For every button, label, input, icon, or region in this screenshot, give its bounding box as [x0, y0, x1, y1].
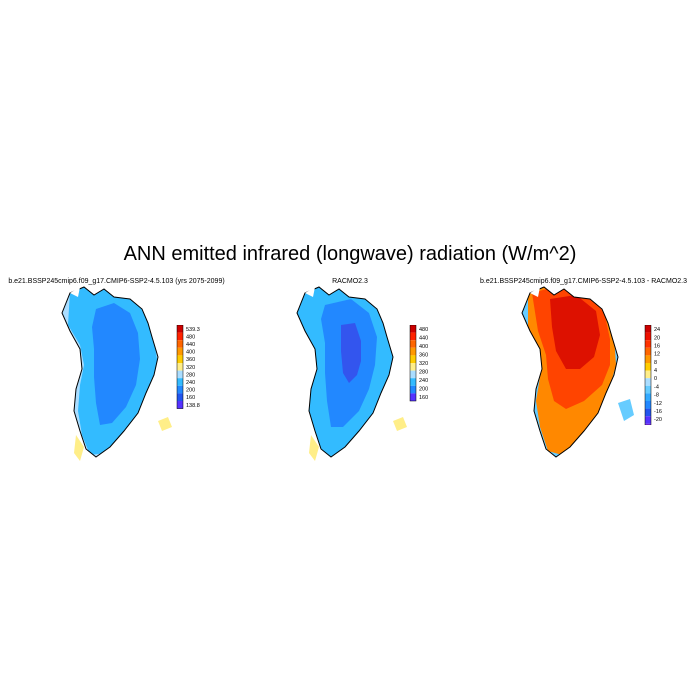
- colorbar-swatch: [177, 332, 183, 341]
- obs-fill-core: [341, 323, 361, 383]
- colorbar-swatch: [645, 393, 651, 401]
- model-coast-patch-sw: [74, 435, 84, 461]
- colorbar-swatch: [410, 393, 416, 401]
- colorbar-swatch: [645, 370, 651, 379]
- colorbar-swatch: [177, 378, 183, 386]
- colorbar-swatch: [410, 347, 416, 356]
- colorbar-tick-label: 4: [654, 368, 657, 374]
- colorbar-frame: [176, 325, 184, 409]
- diff-coast-patch-e: [618, 399, 634, 421]
- colorbar-swatch: [645, 347, 651, 356]
- colorbar-tick-label: -8: [654, 393, 659, 399]
- model-coast-patch-e: [158, 417, 172, 431]
- colorbar-tick-label: 138.8: [186, 403, 200, 409]
- model-coastline: [61, 286, 159, 458]
- diff-north-gap: [530, 287, 540, 297]
- colorbar-swatch: [177, 363, 183, 371]
- colorbar-swatch: [410, 340, 416, 348]
- colorbar-tick-label: 8: [654, 360, 657, 366]
- colorbar-swatch: [177, 340, 183, 348]
- diff-fill-core: [550, 295, 600, 369]
- colorbar-swatch: [177, 355, 183, 363]
- colorbar-swatch: [645, 423, 651, 425]
- colorbar-frame: [409, 325, 417, 402]
- colorbar-swatch: [645, 340, 651, 348]
- colorbar-swatch: [177, 385, 183, 394]
- map-diff: [521, 286, 634, 458]
- colorbar-swatch: [645, 378, 651, 386]
- colorbar-tick-label: 0: [654, 376, 657, 382]
- colorbar-swatch: [177, 347, 183, 356]
- colorbar-tick-label: 240: [186, 380, 195, 386]
- colorbar-swatch: [410, 332, 416, 341]
- colorbar-tick-label: 16: [654, 343, 660, 349]
- diff-coastline: [521, 286, 619, 458]
- colorbar-swatch: [177, 325, 183, 333]
- colorbar-swatch: [645, 325, 651, 333]
- colorbar-swatch: [177, 370, 183, 379]
- colorbar-tick-label: 480: [186, 334, 195, 340]
- colorbar-obs: 480 440 400 360 320 280 240 200 160: [409, 325, 428, 402]
- panel-title-diff: b.e21.BSSP245cmip6.f09_g17.CMIP6-SSP2-4.…: [480, 278, 687, 285]
- colorbar-tick-label: 360: [419, 353, 428, 359]
- colorbar-swatch: [645, 332, 651, 341]
- colorbar-tick-label: 24: [654, 327, 660, 333]
- colorbar-tick-label: 160: [186, 395, 195, 401]
- map-model: [61, 286, 172, 461]
- colorbar-tick-label: 440: [419, 336, 428, 342]
- obs-north-gap: [305, 287, 315, 297]
- colorbar-tick-label: 280: [419, 369, 428, 375]
- colorbar-swatch: [177, 401, 183, 409]
- colorbar-swatch: [645, 363, 651, 371]
- colorbar-swatch: [645, 385, 651, 394]
- colorbar-swatch: [410, 370, 416, 379]
- colorbar-tick-label: 480: [419, 327, 428, 333]
- colorbar-swatch: [410, 363, 416, 371]
- colorbar-tick-label: 160: [419, 395, 428, 401]
- colorbar-swatch: [645, 416, 651, 424]
- map-obs: [296, 286, 407, 461]
- model-fill-interior: [92, 303, 140, 425]
- colorbar-swatch: [410, 378, 416, 386]
- colorbar-tick-label: 539.3: [186, 327, 200, 333]
- panel-title-obs: RACMO2.3: [332, 278, 368, 285]
- colorbar-tick-label: 200: [186, 388, 195, 394]
- colorbar-tick-label: 200: [419, 386, 428, 392]
- obs-coast-patch-sw: [309, 435, 319, 461]
- colorbar-swatch: [177, 393, 183, 401]
- obs-coastline: [296, 286, 394, 458]
- colorbar-tick-label: -20: [654, 417, 662, 423]
- colorbar-swatch: [645, 408, 651, 417]
- colorbar-tick-label: 440: [186, 342, 195, 348]
- colorbar-swatch: [645, 401, 651, 409]
- colorbar-tick-label: 320: [419, 361, 428, 367]
- colorbar-tick-label: 400: [419, 344, 428, 350]
- colorbar-tick-label: 400: [186, 350, 195, 356]
- colorbar-tick-label: 280: [186, 372, 195, 378]
- colorbar-tick-label: -4: [654, 384, 659, 390]
- colorbar-tick-label: 360: [186, 357, 195, 363]
- model-north-gap: [70, 287, 80, 297]
- colorbar-tick-label: 12: [654, 352, 660, 358]
- colorbar-swatch: [410, 325, 416, 333]
- colorbar-swatch: [645, 355, 651, 363]
- colorbar-tick-label: -16: [654, 409, 662, 415]
- colorbar-tick-label: 240: [419, 378, 428, 384]
- colorbar-tick-label: 320: [186, 365, 195, 371]
- colorbar-frame: [644, 325, 652, 425]
- colorbar-tick-label: 20: [654, 335, 660, 341]
- panel-title-model: b.e21.BSSP245cmip6.f09_g17.CMIP6-SSP2-4.…: [8, 278, 225, 285]
- figure-title: ANN emitted infrared (longwave) radiatio…: [123, 243, 577, 265]
- obs-coast-patch-e: [393, 417, 407, 431]
- colorbar-tick-label: -12: [654, 401, 662, 407]
- colorbar-swatch: [410, 385, 416, 394]
- colorbar-swatch: [410, 355, 416, 363]
